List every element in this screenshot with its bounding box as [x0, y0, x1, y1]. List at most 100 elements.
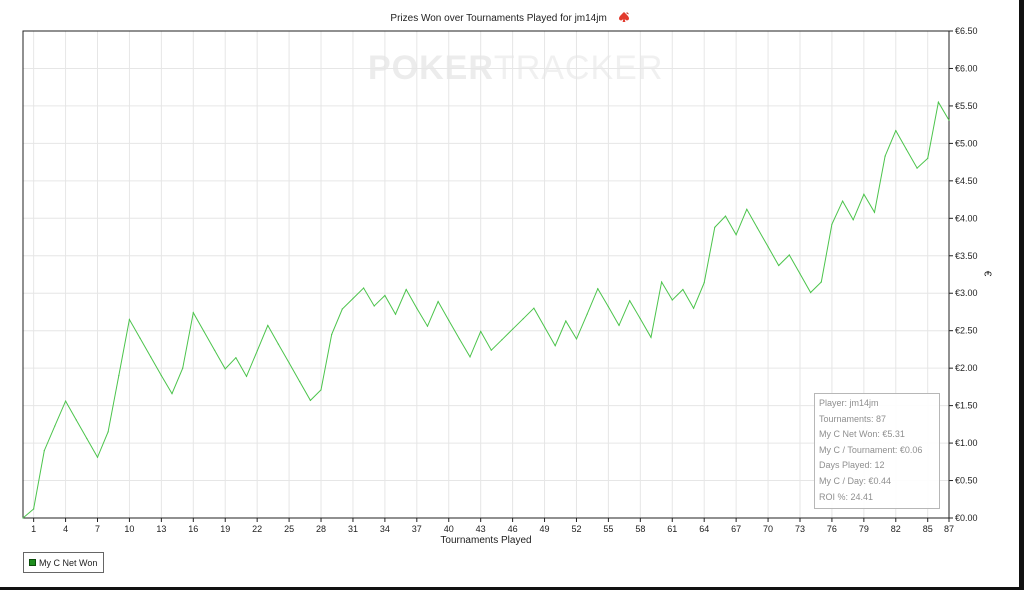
x-tick-label: 22	[252, 524, 262, 534]
y-tick-label: €3.00	[955, 288, 978, 298]
x-tick-label: 79	[859, 524, 869, 534]
data-point	[597, 288, 599, 290]
data-point	[554, 345, 556, 347]
data-point	[575, 338, 578, 340]
x-tick-label: 43	[476, 524, 486, 534]
data-point	[96, 456, 99, 458]
data-point	[469, 356, 471, 358]
data-point	[75, 419, 77, 421]
data-point	[852, 219, 854, 221]
x-tick-label: 37	[412, 524, 422, 534]
data-point	[618, 324, 620, 327]
data-point	[320, 389, 322, 391]
data-point	[927, 157, 929, 159]
data-point	[64, 400, 67, 402]
data-point	[948, 119, 950, 121]
data-point	[128, 318, 131, 321]
x-tick-label: 28	[316, 524, 326, 534]
x-tick-label: 46	[508, 524, 518, 534]
x-tick-label: 64	[699, 524, 709, 534]
data-point	[533, 307, 535, 309]
x-tick-label: 19	[220, 524, 230, 534]
data-point	[788, 254, 790, 256]
x-tick-label: 85	[923, 524, 933, 534]
stat-days-played: Days Played: 12	[819, 460, 885, 471]
plot-area-border	[22, 30, 950, 519]
window-frame-right	[1019, 0, 1024, 590]
x-tick-label: 73	[795, 524, 805, 534]
data-point	[863, 193, 865, 195]
player-stats-box: Player: jm14jm Tournaments: 87 My C Net …	[814, 393, 940, 509]
stat-per-day: My C / Day: €0.44	[819, 475, 892, 486]
data-point	[629, 300, 631, 302]
data-point	[661, 281, 663, 283]
data-point	[778, 264, 780, 267]
data-point	[735, 234, 737, 236]
data-point	[182, 367, 184, 369]
data-point	[522, 318, 524, 320]
data-point	[512, 328, 514, 330]
data-point	[171, 393, 173, 395]
data-point	[841, 200, 844, 202]
data-point	[873, 211, 876, 213]
x-tick-label: 52	[571, 524, 581, 534]
x-tick-label: 49	[540, 524, 550, 534]
stat-tournaments: Tournaments: 87	[819, 413, 887, 424]
data-point	[714, 226, 716, 228]
y-tick-label: €5.50	[955, 101, 978, 111]
x-tick-label: 7	[95, 524, 100, 534]
data-point	[895, 130, 897, 132]
data-point	[256, 350, 258, 352]
data-point	[448, 319, 450, 321]
spade-icon	[618, 11, 630, 26]
data-point	[692, 307, 695, 309]
grid-lines	[23, 30, 950, 519]
y-axis-ticks: €0.00 €0.50 €1.00 €1.50 €2.00 €2.50 €3.00 €3.50…	[949, 26, 978, 523]
legend-swatch	[29, 559, 36, 566]
x-tick-label: 40	[444, 524, 454, 534]
data-point	[213, 349, 216, 351]
data-point	[107, 431, 109, 433]
data-point	[884, 155, 886, 157]
x-tick-label: 31	[348, 524, 358, 534]
data-point	[362, 287, 365, 289]
chart-legend[interactable]: My C Net Won	[23, 552, 104, 573]
data-point	[235, 357, 237, 359]
stat-player: Player: jm14jm	[819, 398, 879, 408]
data-point	[373, 305, 375, 307]
data-point	[384, 294, 386, 297]
y-tick-label: €6.50	[955, 26, 978, 36]
y-tick-label: €2.50	[955, 326, 978, 336]
stat-per-tournament: My C / Tournament: €0.06	[819, 444, 923, 455]
data-point	[245, 375, 248, 377]
y-tick-label: €4.50	[955, 176, 978, 186]
data-point	[22, 517, 24, 519]
x-tick-label: 76	[827, 524, 837, 534]
data-point	[810, 291, 812, 294]
data-point	[905, 148, 908, 150]
x-tick-label: 58	[635, 524, 645, 534]
data-point	[586, 313, 588, 315]
data-point	[650, 336, 652, 339]
data-point	[86, 437, 88, 440]
y-tick-label: €3.50	[955, 251, 978, 261]
data-point	[288, 362, 290, 364]
data-point	[43, 449, 45, 452]
x-axis-label: Tournaments Played	[440, 535, 532, 546]
data-point	[394, 313, 397, 315]
y-tick-label: €0.00	[955, 513, 978, 523]
data-point	[565, 320, 567, 322]
chart-title-text: Prizes Won over Tournaments Played for j…	[390, 13, 607, 25]
y-tick-label: €1.50	[955, 401, 978, 411]
data-point	[639, 318, 641, 320]
x-axis-ticks: 1 4 7 10 13 16 19 22 25 28 31 34 37 40 43 46 49 52 55 58 61 6…	[31, 518, 954, 534]
y-tick-label: €2.00	[955, 363, 978, 373]
data-point	[543, 326, 546, 328]
data-point	[831, 223, 833, 225]
series-line-my-c-net-won	[22, 100, 950, 519]
data-point	[501, 339, 503, 341]
data-point	[671, 299, 673, 301]
data-point	[756, 227, 759, 229]
y-tick-label: €6.00	[955, 63, 978, 73]
data-point	[139, 337, 141, 339]
